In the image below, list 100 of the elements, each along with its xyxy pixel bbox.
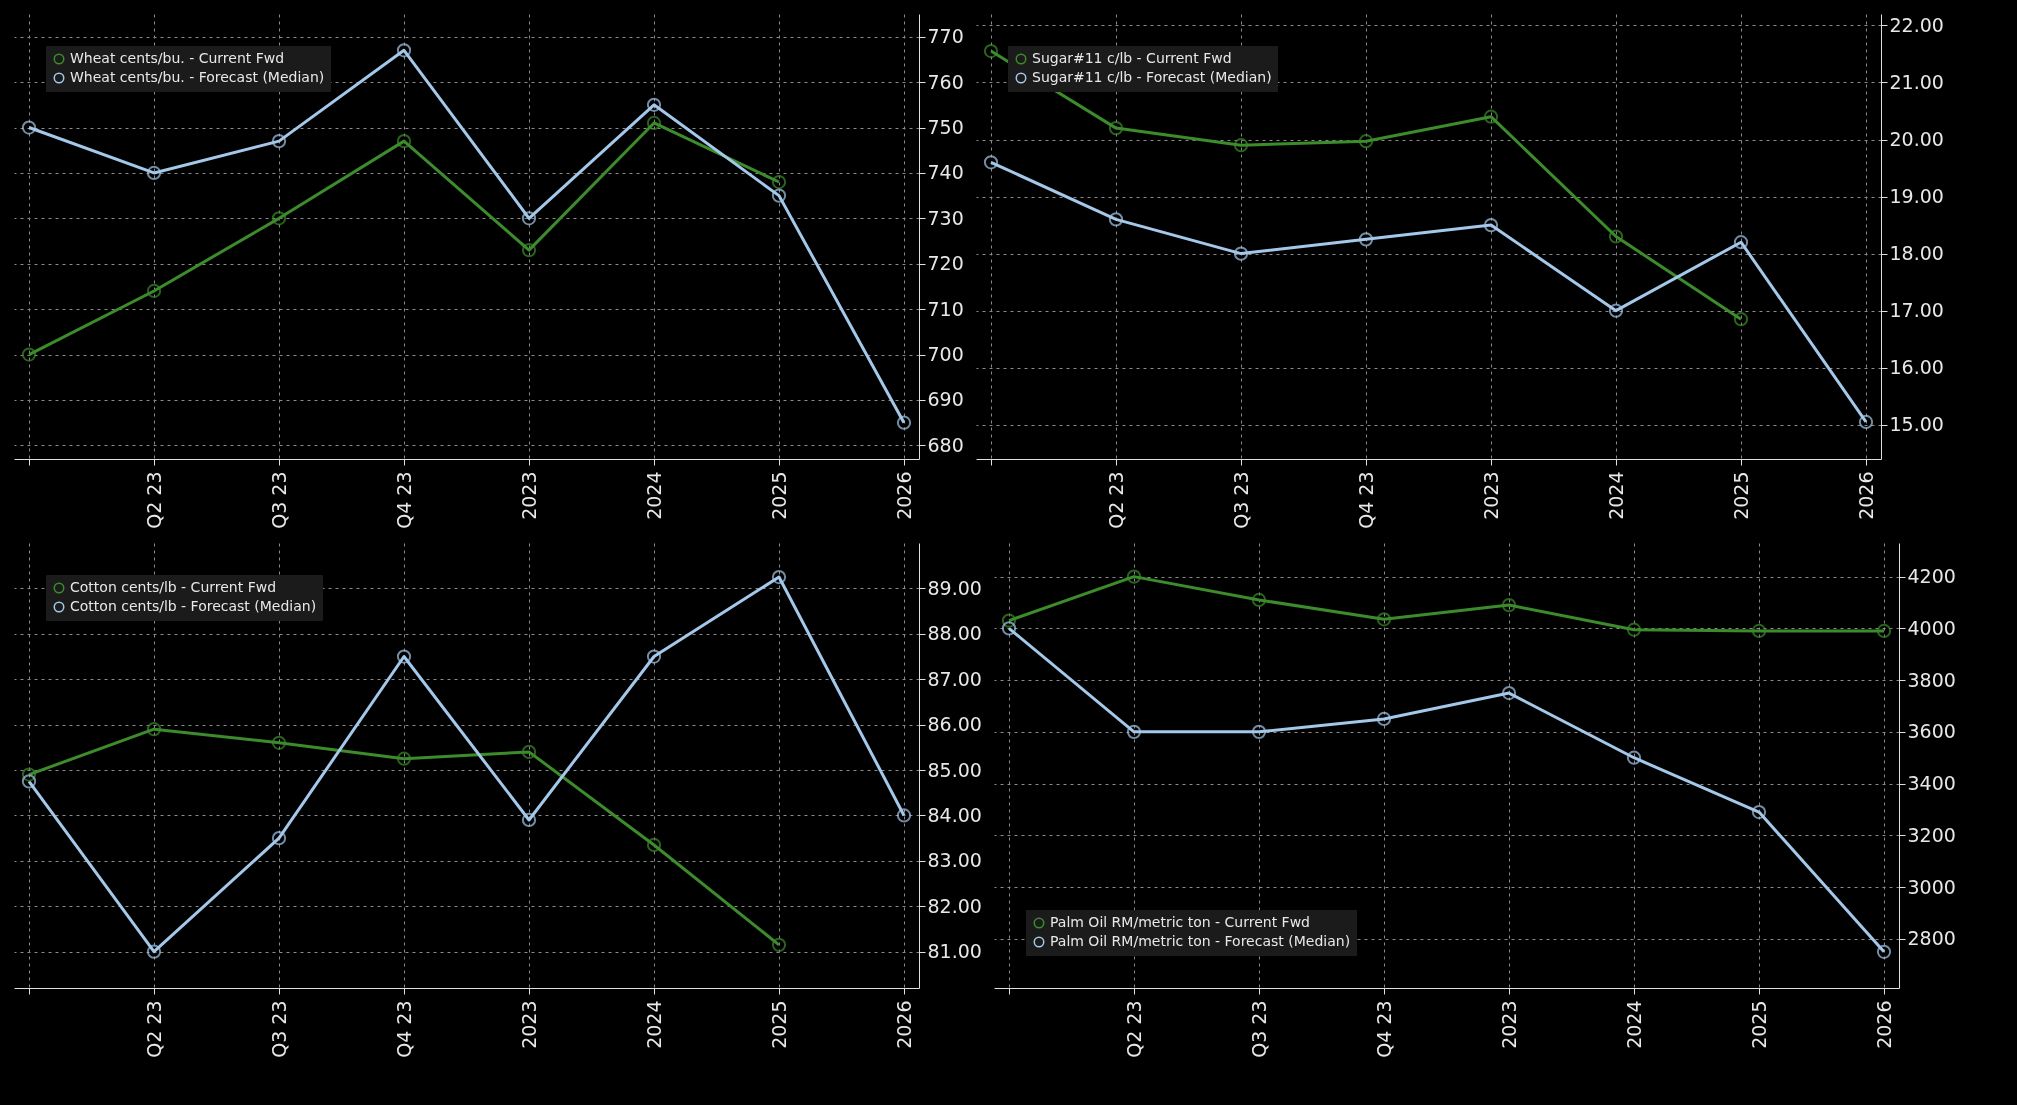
y-tick-label: 3200 xyxy=(1907,823,1956,846)
y-tick-label: 89.00 xyxy=(927,576,982,599)
y-tick-label: 21.00 xyxy=(1889,70,1944,93)
point xyxy=(21,120,37,135)
y-tick-label: 700 xyxy=(927,343,964,366)
y-tick-label: 16.00 xyxy=(1889,356,1944,379)
x-tick-label: Q3 23 xyxy=(267,471,290,529)
y-tick-label: 680 xyxy=(927,433,964,456)
x-tick-label: 2023 xyxy=(1497,1000,1520,1049)
x-tick-label: 2026 xyxy=(1872,1000,1895,1049)
legend-label: Wheat cents/bu. - Forecast (Median) xyxy=(70,69,325,85)
x-tick-label: 2024 xyxy=(1622,1000,1645,1049)
x-tick-label: 2023 xyxy=(517,1000,540,1049)
point xyxy=(271,211,287,226)
point xyxy=(1251,724,1267,739)
point xyxy=(896,415,912,430)
x-tick-label: 2025 xyxy=(767,1000,790,1049)
point xyxy=(521,744,537,759)
point xyxy=(396,751,412,766)
y-tick-label: 83.00 xyxy=(927,849,982,872)
x-tick-label: 2025 xyxy=(1729,471,1752,520)
y-tick-label: 81.00 xyxy=(927,940,982,963)
point xyxy=(396,43,412,58)
point xyxy=(521,211,537,226)
point xyxy=(1376,711,1392,727)
point xyxy=(521,243,537,258)
y-tick-label: 22.00 xyxy=(1889,13,1944,36)
point xyxy=(271,735,287,750)
point xyxy=(396,649,412,664)
y-tick-label: 3800 xyxy=(1907,668,1956,691)
x-tick-label: Q4 23 xyxy=(392,471,415,529)
point xyxy=(1126,724,1142,739)
y-tick-label: 2800 xyxy=(1907,927,1956,950)
point xyxy=(646,115,662,131)
point xyxy=(771,569,787,585)
point xyxy=(646,649,662,664)
x-tick-label: 2023 xyxy=(517,471,540,520)
point xyxy=(1376,612,1392,627)
y-tick-label: 750 xyxy=(927,116,964,139)
point xyxy=(1876,944,1892,959)
point xyxy=(1733,312,1749,327)
point xyxy=(1233,246,1249,261)
y-tick-label: 86.00 xyxy=(927,713,982,736)
x-tick-label: Q3 23 xyxy=(1247,1000,1270,1058)
point xyxy=(646,97,662,112)
point xyxy=(1358,134,1374,149)
x-tick-label: 2025 xyxy=(767,471,790,520)
x-tick-label: 2023 xyxy=(1479,471,1502,520)
point xyxy=(983,43,999,59)
y-tick-label: 4200 xyxy=(1907,565,1956,588)
x-tick-label: Q4 23 xyxy=(1372,1000,1395,1058)
point xyxy=(1608,229,1624,244)
x-tick-label: 2024 xyxy=(1604,471,1627,520)
point xyxy=(1483,217,1499,233)
point xyxy=(983,155,999,170)
y-tick-label: 19.00 xyxy=(1889,185,1944,208)
x-tick-label: Q3 23 xyxy=(1229,471,1252,529)
y-tick-label: 730 xyxy=(927,206,964,229)
y-tick-label: 88.00 xyxy=(927,622,982,645)
x-tick-label: Q2 23 xyxy=(142,1000,165,1058)
point xyxy=(1751,623,1767,639)
point xyxy=(1751,804,1767,820)
point xyxy=(1126,569,1142,584)
point xyxy=(771,937,787,952)
point xyxy=(146,722,162,737)
y-tick-label: 17.00 xyxy=(1889,299,1944,322)
point xyxy=(646,837,662,853)
point xyxy=(1233,138,1249,153)
point xyxy=(1001,613,1017,628)
point xyxy=(271,134,287,149)
y-tick-label: 770 xyxy=(927,25,964,48)
y-tick-label: 84.00 xyxy=(927,803,982,826)
point xyxy=(1626,750,1642,765)
y-tick-label: 720 xyxy=(927,252,964,275)
point xyxy=(1733,235,1749,250)
x-tick-label: 2024 xyxy=(642,471,665,520)
point xyxy=(1483,109,1499,124)
y-tick-label: 18.00 xyxy=(1889,242,1944,265)
legend-label: Palm Oil RM/metric ton - Forecast (Median) xyxy=(1050,933,1351,949)
y-tick-label: 3600 xyxy=(1907,720,1956,743)
y-tick-label: 760 xyxy=(927,70,964,93)
point xyxy=(1876,623,1892,639)
point xyxy=(1358,232,1374,247)
point xyxy=(1501,685,1517,701)
point xyxy=(21,347,37,362)
y-tick-label: 85.00 xyxy=(927,758,982,781)
point xyxy=(771,174,787,190)
point xyxy=(521,812,537,828)
point xyxy=(1108,212,1124,227)
point xyxy=(1108,120,1124,136)
legend-label: Wheat cents/bu. - Current Fwd xyxy=(70,50,285,66)
legend-label: Sugar#11 c/lb - Forecast (Median) xyxy=(1032,69,1272,85)
x-tick-label: 2026 xyxy=(892,471,915,520)
point xyxy=(271,831,287,846)
x-tick-label: Q2 23 xyxy=(1122,1000,1145,1058)
point xyxy=(21,767,37,782)
y-tick-label: 710 xyxy=(927,297,964,320)
point xyxy=(146,944,162,959)
point xyxy=(1001,621,1017,636)
x-tick-label: 2026 xyxy=(1854,471,1877,520)
